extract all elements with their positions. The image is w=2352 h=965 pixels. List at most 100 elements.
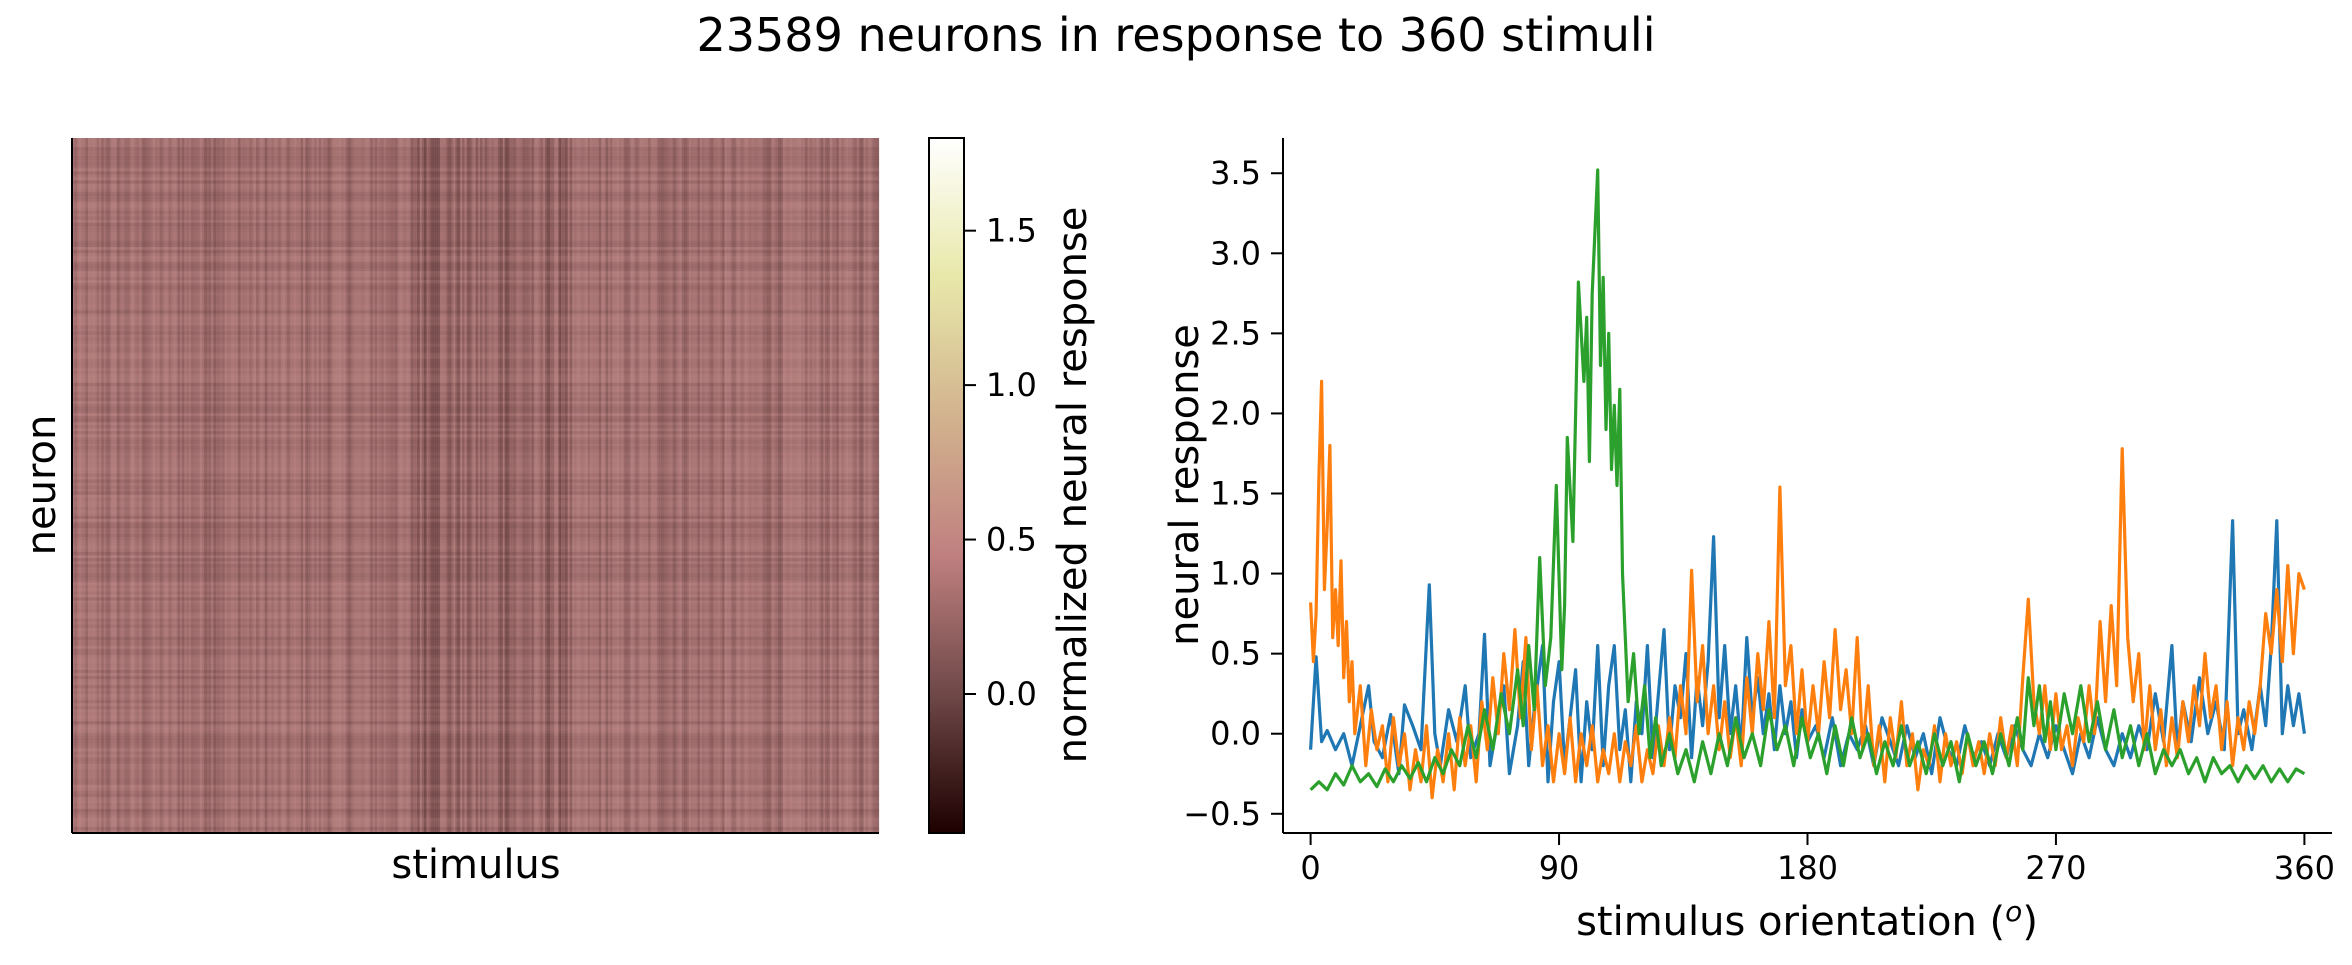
heatmap-column — [843, 138, 846, 833]
heatmap-row-band — [72, 204, 879, 208]
heatmap-column — [614, 138, 618, 833]
heatmap-row-band — [72, 397, 879, 402]
heatmap-column — [829, 138, 833, 833]
line-ytick-label: 0.0 — [1210, 715, 1261, 753]
heatmap-column — [592, 138, 595, 833]
heatmap-row-band — [72, 545, 879, 550]
heatmap-row-band — [72, 382, 879, 387]
heatmap-row-band — [72, 325, 879, 329]
heatmap-row-band — [72, 355, 879, 359]
heatmap-column — [652, 138, 656, 833]
heatmap-row-band — [72, 709, 879, 713]
heatmap-row-band — [72, 386, 879, 389]
heatmap-row-band — [72, 817, 879, 822]
heatmap-row-band — [72, 376, 879, 381]
heatmap-column — [522, 138, 526, 833]
heatmap-row-band — [72, 359, 879, 362]
heatmap-row-band — [72, 645, 879, 649]
heatmap-row-band — [72, 724, 879, 728]
heatmap-column — [816, 138, 819, 833]
heatmap-column — [181, 138, 185, 833]
heatmap-column — [374, 138, 378, 833]
heatmap-column — [365, 138, 369, 833]
heatmap-column — [544, 138, 548, 833]
heatmap-column — [381, 138, 384, 833]
heatmap-column — [237, 138, 241, 833]
heatmap-row-band — [72, 600, 879, 604]
heatmap-column — [764, 138, 768, 833]
heatmap-column — [305, 138, 308, 833]
heatmap-column — [782, 138, 786, 833]
heatmap-column — [143, 138, 147, 833]
heatmap-row-band — [72, 558, 879, 562]
heatmap-row-band — [72, 310, 879, 314]
line-series-1 — [1309, 519, 2306, 784]
heatmap-column — [663, 138, 667, 833]
heatmap-row-band — [72, 549, 879, 552]
heatmap-column — [354, 138, 358, 833]
heatmap-column — [488, 138, 492, 833]
heatmap-row-band — [72, 216, 879, 220]
heatmap-row-band — [72, 422, 879, 426]
heatmap-row-band — [72, 576, 879, 580]
heatmap-column — [125, 138, 129, 833]
heatmap-column — [428, 138, 432, 833]
heatmap-column — [491, 138, 494, 833]
heatmap-column — [401, 138, 405, 833]
heatmap-column — [740, 138, 743, 833]
heatmap-row-band — [72, 419, 879, 423]
heatmap-row-band — [72, 307, 879, 310]
heatmap-column — [184, 138, 187, 833]
line-ytick-label: 3.0 — [1210, 234, 1261, 272]
heatmap-row-band — [72, 660, 879, 665]
heatmap-column — [569, 138, 573, 833]
heatmap-column — [275, 138, 279, 833]
heatmap-row-band — [72, 793, 879, 798]
heatmap-column — [802, 138, 806, 833]
heatmap-column — [769, 138, 772, 833]
heatmap-column — [392, 138, 396, 833]
heatmap-column — [217, 138, 221, 833]
heatmap-column — [527, 138, 530, 833]
heatmap-row-band — [72, 815, 879, 818]
heatmap-row-band — [72, 691, 879, 694]
heatmap-row-band — [72, 391, 879, 396]
heatmap-row-band — [72, 712, 879, 716]
heatmap-column — [271, 138, 275, 833]
heatmap-row-band — [72, 606, 879, 609]
heatmap-column — [78, 138, 82, 833]
heatmap-column — [327, 138, 331, 833]
heatmap-column — [800, 138, 804, 833]
heatmap-row-band — [72, 760, 879, 764]
heatmap-column — [157, 138, 160, 833]
heatmap-row-band — [72, 591, 879, 594]
heatmap-column — [811, 138, 815, 833]
heatmap-column — [666, 138, 669, 833]
heatmap-column — [854, 138, 857, 833]
heatmap-row-band — [72, 513, 879, 516]
heatmap-row-band — [72, 264, 879, 269]
heatmap-column — [293, 138, 297, 833]
heatmap-column — [175, 138, 178, 833]
heatmap-row-band — [72, 464, 879, 468]
heatmap-column — [536, 138, 539, 833]
line-xlabel: stimulus orientation (o) — [1576, 895, 2038, 945]
heatmap-column — [610, 138, 613, 833]
heatmap-column — [302, 138, 306, 833]
heatmap-column — [253, 138, 257, 833]
heatmap-column — [500, 138, 503, 833]
heatmap-column — [511, 138, 515, 833]
heatmap-column — [607, 138, 611, 833]
heatmap-column — [675, 138, 678, 833]
heatmap-column — [231, 138, 234, 833]
heatmap-column — [179, 138, 183, 833]
heatmap-column — [168, 138, 172, 833]
figure-title: 23589 neurons in response to 360 stimuli — [696, 8, 1656, 62]
heatmap-column — [594, 138, 597, 833]
heatmap-row-band — [72, 823, 879, 828]
heatmap-column — [547, 138, 550, 833]
heatmap-row-band — [72, 754, 879, 758]
heatmap-row-band — [72, 319, 879, 323]
heatmap-column — [529, 138, 532, 833]
heatmap-column — [159, 138, 163, 833]
